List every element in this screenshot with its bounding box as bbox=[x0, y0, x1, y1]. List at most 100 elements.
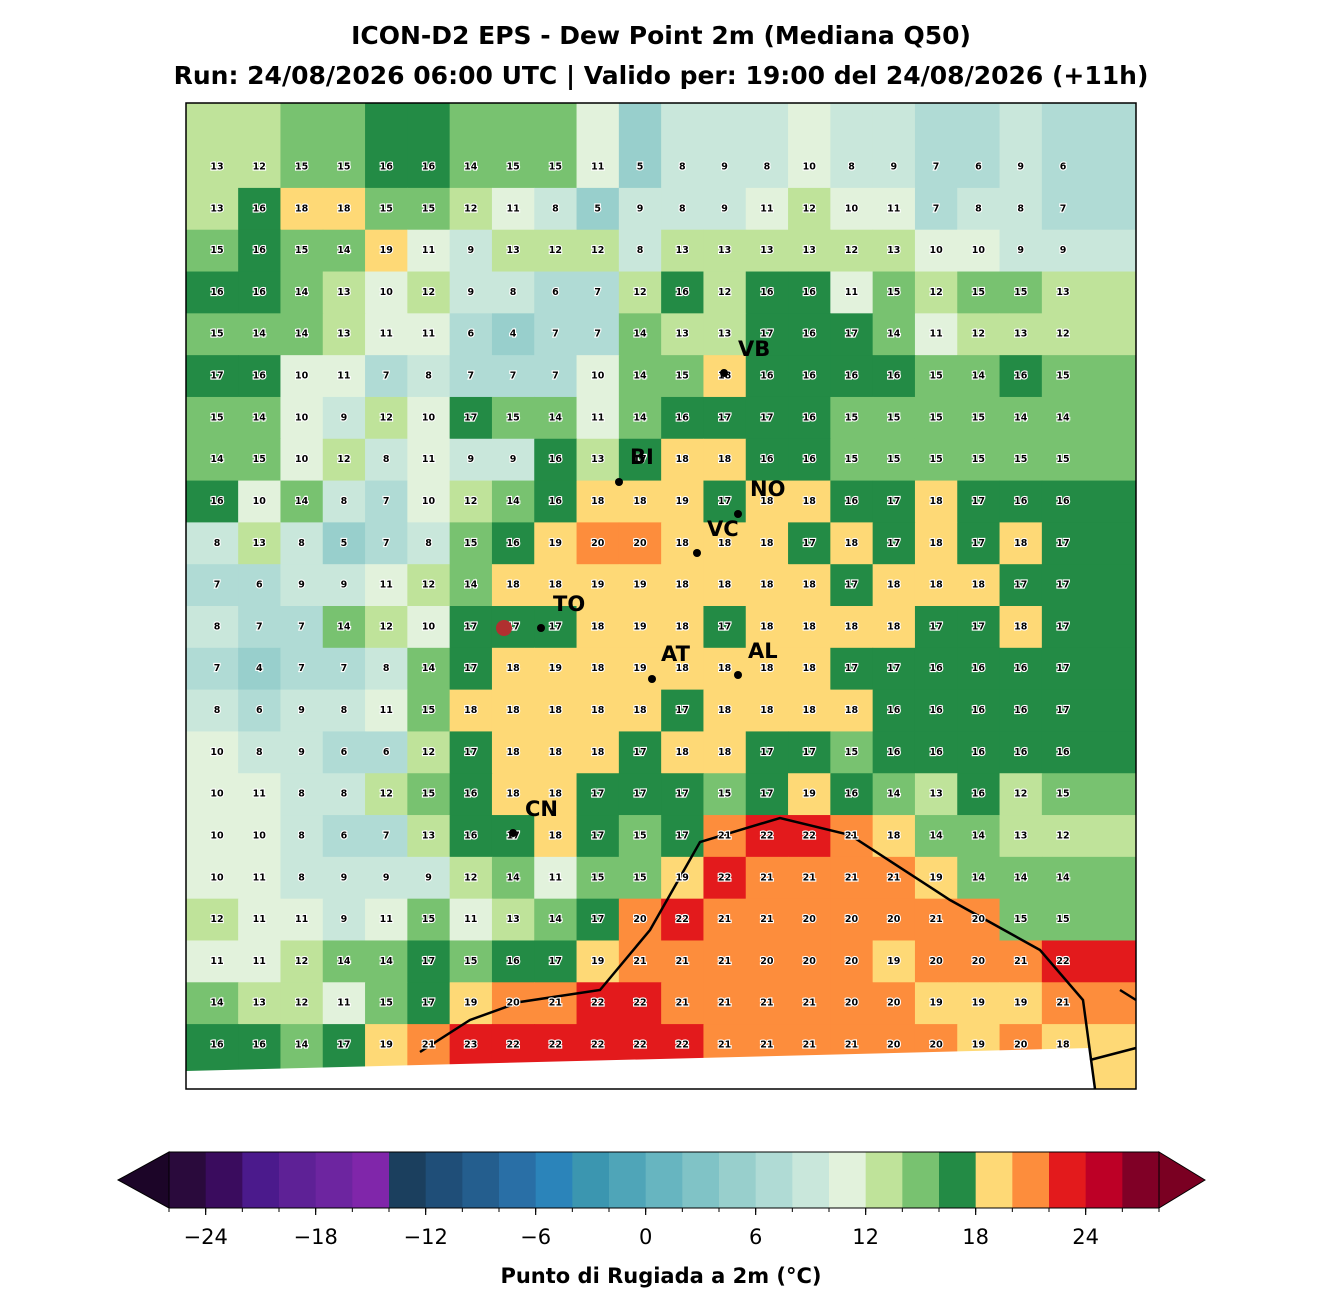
field-cell bbox=[186, 229, 239, 273]
grid-value: 17 bbox=[887, 538, 900, 549]
field-cell bbox=[872, 982, 916, 1025]
grid-value: 20 bbox=[972, 914, 986, 925]
grid-value: 17 bbox=[633, 454, 646, 465]
field-cell bbox=[365, 271, 408, 314]
field-cell bbox=[914, 103, 958, 189]
grid-value: 8 bbox=[848, 162, 855, 173]
colorbar-swatch bbox=[169, 1152, 207, 1208]
city-label: AL bbox=[748, 639, 778, 663]
colorbar-swatch bbox=[279, 1152, 317, 1208]
field-cell bbox=[830, 480, 874, 523]
field-cell bbox=[365, 815, 408, 858]
grid-value: 7 bbox=[467, 371, 474, 382]
field-cell bbox=[534, 438, 578, 482]
field-cell bbox=[872, 271, 916, 314]
field-cell bbox=[280, 396, 324, 440]
field-cell bbox=[186, 982, 239, 1025]
grid-value: 20 bbox=[929, 1040, 943, 1051]
field-cell bbox=[1041, 229, 1137, 273]
field-cell bbox=[407, 815, 451, 858]
grid-value: 12 bbox=[972, 329, 985, 340]
grid-value: 20 bbox=[760, 956, 774, 967]
field-cell bbox=[830, 229, 874, 273]
grid-value: 18 bbox=[295, 203, 309, 214]
field-cell bbox=[1041, 313, 1137, 356]
grid-value: 14 bbox=[422, 663, 436, 674]
field-cell bbox=[703, 564, 747, 607]
field-cell bbox=[914, 564, 958, 607]
grid-value: 6 bbox=[467, 329, 474, 340]
grid-value: 18 bbox=[929, 538, 943, 549]
grid-value: 18 bbox=[591, 663, 605, 674]
grid-value: 12 bbox=[1056, 329, 1069, 340]
field-cell bbox=[788, 606, 831, 649]
field-cell bbox=[322, 438, 366, 482]
grid-value: 19 bbox=[676, 496, 689, 507]
field-cell bbox=[576, 355, 620, 398]
grid-value: 18 bbox=[337, 203, 351, 214]
grid-value: 18 bbox=[803, 496, 817, 507]
grid-value: 21 bbox=[803, 1040, 816, 1051]
grid-value: 18 bbox=[718, 663, 732, 674]
grid-value: 17 bbox=[718, 496, 731, 507]
field-cell bbox=[1041, 689, 1137, 732]
field-cell bbox=[914, 355, 958, 398]
field-cell bbox=[957, 522, 1001, 565]
grid-value: 9 bbox=[1017, 162, 1024, 173]
grid-value: 22 bbox=[718, 872, 731, 883]
field-cell bbox=[788, 564, 831, 607]
field-cell bbox=[238, 355, 281, 398]
field-cell bbox=[618, 396, 662, 440]
field-cell bbox=[491, 773, 535, 816]
field-cell bbox=[914, 773, 958, 816]
field-cell bbox=[957, 898, 1001, 941]
grid-value: 17 bbox=[676, 789, 689, 800]
field-cell bbox=[365, 689, 408, 732]
grid-value: 21 bbox=[718, 998, 731, 1009]
grid-value: 15 bbox=[422, 789, 435, 800]
colorbar-tick-label: 0 bbox=[639, 1225, 652, 1249]
field-cell bbox=[661, 187, 704, 231]
field-cell bbox=[745, 982, 789, 1025]
grid-value: 13 bbox=[253, 998, 266, 1009]
grid-value: 22 bbox=[633, 998, 646, 1009]
grid-value: 16 bbox=[1056, 747, 1070, 758]
grid-value: 19 bbox=[929, 998, 942, 1009]
field-cell bbox=[534, 689, 578, 732]
grid-value: 12 bbox=[210, 914, 223, 925]
grid-value: 17 bbox=[803, 538, 816, 549]
grid-value: 13 bbox=[1056, 287, 1069, 298]
grid-value: 7 bbox=[510, 371, 517, 382]
grid-value: 14 bbox=[972, 371, 986, 382]
field-cell bbox=[576, 815, 620, 858]
field-cell bbox=[999, 689, 1043, 732]
field-cell bbox=[999, 271, 1043, 314]
field-cell bbox=[407, 940, 451, 983]
field-cell bbox=[957, 103, 1001, 189]
field-cell bbox=[449, 982, 493, 1025]
field-cell bbox=[703, 396, 747, 440]
colorbar-tick-label: 24 bbox=[1072, 1225, 1099, 1249]
grid-value: 19 bbox=[803, 789, 816, 800]
grid-value: 14 bbox=[506, 496, 520, 507]
field-cell bbox=[407, 103, 451, 189]
field-cell bbox=[830, 982, 874, 1025]
grid-value: 8 bbox=[341, 496, 348, 507]
grid-value: 13 bbox=[253, 538, 266, 549]
field-cell bbox=[322, 898, 366, 941]
field-cell bbox=[618, 982, 662, 1025]
field-cell bbox=[322, 187, 366, 231]
grid-value: 10 bbox=[422, 496, 436, 507]
cities: VB BI NO VC TO AT AL CN bbox=[496, 337, 785, 837]
field-cell bbox=[661, 229, 704, 273]
grid-value: 15 bbox=[422, 203, 435, 214]
grid-value: 17 bbox=[972, 621, 985, 632]
no-data-area bbox=[186, 1048, 1095, 1089]
grid-value: 9 bbox=[510, 454, 517, 465]
grid-value: 18 bbox=[718, 705, 732, 716]
grid-value: 18 bbox=[1056, 1040, 1070, 1051]
grid-value: 15 bbox=[929, 454, 942, 465]
grid-value: 15 bbox=[210, 245, 223, 256]
field-cell bbox=[491, 647, 535, 691]
grid-value: 16 bbox=[760, 371, 774, 382]
